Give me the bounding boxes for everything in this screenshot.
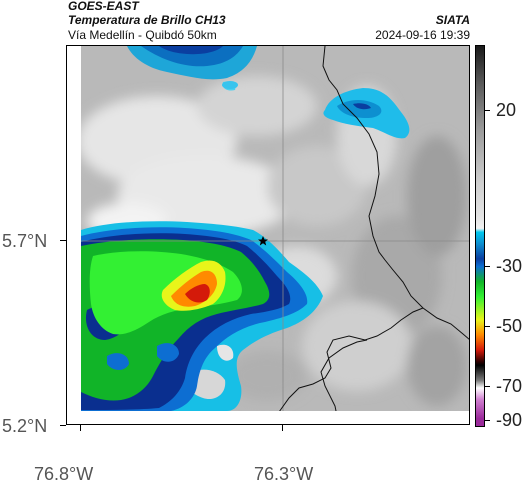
- colorbar-tick: [485, 386, 490, 387]
- cold-cloud-northeast: [323, 88, 410, 139]
- agency-label: SIATA: [435, 13, 470, 27]
- colorbar-tick: [485, 326, 490, 327]
- colorbar-label: -50: [496, 316, 523, 336]
- xtick-mark: [282, 425, 283, 431]
- product-title: Temperatura de Brillo CH13: [68, 13, 226, 27]
- xtick-mark: [80, 425, 81, 431]
- colorbar-label: -30: [496, 256, 523, 276]
- border-lines: [278, 46, 469, 424]
- satellite-label: GOES-EAST: [68, 0, 139, 13]
- map-panel[interactable]: [66, 45, 470, 425]
- colorbar-label: -70: [496, 376, 523, 396]
- brightness-temperature-map: [67, 46, 469, 424]
- timestamp-label: 2024-09-16 19:39: [375, 28, 470, 42]
- xtick-label: 76.8°W: [34, 464, 94, 484]
- ytick-mark: [60, 425, 66, 426]
- colorbar-tick: [485, 266, 490, 267]
- ytick-mark: [60, 240, 66, 241]
- colorbar-tick: [485, 420, 490, 421]
- convective-storm: [81, 221, 323, 411]
- xtick-label: 76.3°W: [254, 464, 314, 484]
- star-icon: [258, 236, 268, 246]
- ytick-label: 5.7°N: [2, 231, 48, 251]
- colorbar-label: 20: [496, 100, 517, 120]
- ytick-label: 5.2°N: [2, 416, 48, 436]
- cold-cloud-top: [127, 46, 257, 91]
- colorbar-tick: [485, 110, 490, 111]
- region-label: Vía Medellín - Quibdó 50km: [68, 28, 217, 42]
- colorbar: [475, 45, 485, 427]
- cold-cloud-blob: [222, 81, 238, 89]
- colorbar-label: -90: [496, 410, 523, 430]
